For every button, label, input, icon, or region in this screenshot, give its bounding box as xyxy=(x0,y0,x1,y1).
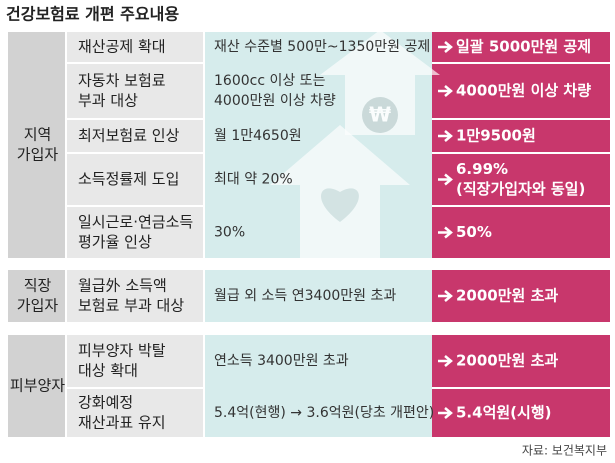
item-text: 월급外 소득액 xyxy=(78,277,167,295)
change-cell xyxy=(432,389,610,437)
change-text: (직장가입자와 동일) xyxy=(456,180,585,198)
item-text: 재산과표 유지 xyxy=(78,414,166,432)
change-cell xyxy=(432,154,610,205)
item-text: 강화예정 xyxy=(78,394,133,412)
item-text: 최저보험료 인상 xyxy=(78,127,180,145)
change-text: 50% xyxy=(456,223,492,241)
item-cell xyxy=(67,335,203,387)
item-cell xyxy=(67,270,203,322)
item-text: 평가율 인상 xyxy=(78,233,152,251)
source: 자료: 보건복지부 xyxy=(522,444,607,458)
item-cell xyxy=(67,154,203,205)
item-cell xyxy=(67,207,203,258)
current-text: 4000만원 이상 차량 xyxy=(214,93,336,109)
item-text: 보험료 부과 대상 xyxy=(78,297,184,315)
change-text: 일괄 5000만원 공제 xyxy=(456,38,591,56)
current-column xyxy=(205,335,432,437)
group-cell xyxy=(8,32,65,258)
current-text: 재산 수준별 500만~1350만원 공제 xyxy=(214,39,430,55)
item-text: 일시근로·연금소득 xyxy=(78,213,193,231)
current-text: 30% xyxy=(214,225,245,241)
item-cell xyxy=(67,32,203,62)
change-text: 6.99% xyxy=(456,160,508,178)
arrow-icon xyxy=(438,290,453,302)
group-cell xyxy=(8,335,65,437)
current-text: 월급 외 소득 연3400만원 초과 xyxy=(214,288,396,304)
change-text: 4000만원 이상 차량 xyxy=(456,82,591,100)
group-label: 지역 xyxy=(24,126,52,144)
house-arrow-icon: ₩ xyxy=(270,30,440,260)
current-text: 최대 약 20% xyxy=(214,172,293,188)
item-text: 소득정률제 도입 xyxy=(78,170,179,188)
item-text: 재산공제 확대 xyxy=(78,38,166,56)
current-text: 5.4억(현행) → 3.6억원(당초 개편안) xyxy=(214,405,434,421)
current-text: 1600cc 이상 또는 xyxy=(214,73,326,89)
item-cell xyxy=(67,64,203,118)
change-cell xyxy=(432,207,610,258)
change-text: 2000만원 초과 xyxy=(456,287,558,305)
item-cell xyxy=(67,389,203,437)
change-cell xyxy=(432,335,610,387)
change-text: 1만9500원 xyxy=(456,127,536,145)
item-text: 대상 확대 xyxy=(78,362,138,380)
item-cell xyxy=(67,120,203,152)
current-text: 연소득 3400만원 초과 xyxy=(214,353,349,369)
group-cell xyxy=(8,270,65,322)
arrow-icon xyxy=(438,130,453,142)
current-text: 월 1만4650원 xyxy=(214,128,302,144)
group-label: 피부양자 xyxy=(10,377,65,395)
item-text: 피부양자 박탈 xyxy=(78,342,166,360)
change-text: 2000만원 초과 xyxy=(456,352,558,370)
change-cell xyxy=(432,120,610,152)
group-label: 가입자 xyxy=(17,297,59,315)
current-column xyxy=(205,270,432,322)
change-cell xyxy=(432,32,610,62)
arrow-icon xyxy=(438,173,453,186)
svg-text:₩: ₩ xyxy=(369,103,391,127)
item-text: 자동차 보험료 xyxy=(78,72,166,90)
arrow-icon xyxy=(438,355,453,367)
arrow-icon xyxy=(438,226,453,239)
title: 건강보험료 개편 주요내용 xyxy=(6,5,179,24)
change-cell xyxy=(432,270,610,322)
arrow-icon xyxy=(438,85,453,97)
change-cell xyxy=(432,64,610,118)
group-label: 가입자 xyxy=(17,146,59,164)
arrow-icon xyxy=(438,407,453,419)
item-text: 부과 대상 xyxy=(78,92,138,110)
arrow-icon xyxy=(438,41,453,53)
change-text: 5.4억원(시행) xyxy=(456,404,551,422)
group-label: 직장 xyxy=(24,277,52,295)
